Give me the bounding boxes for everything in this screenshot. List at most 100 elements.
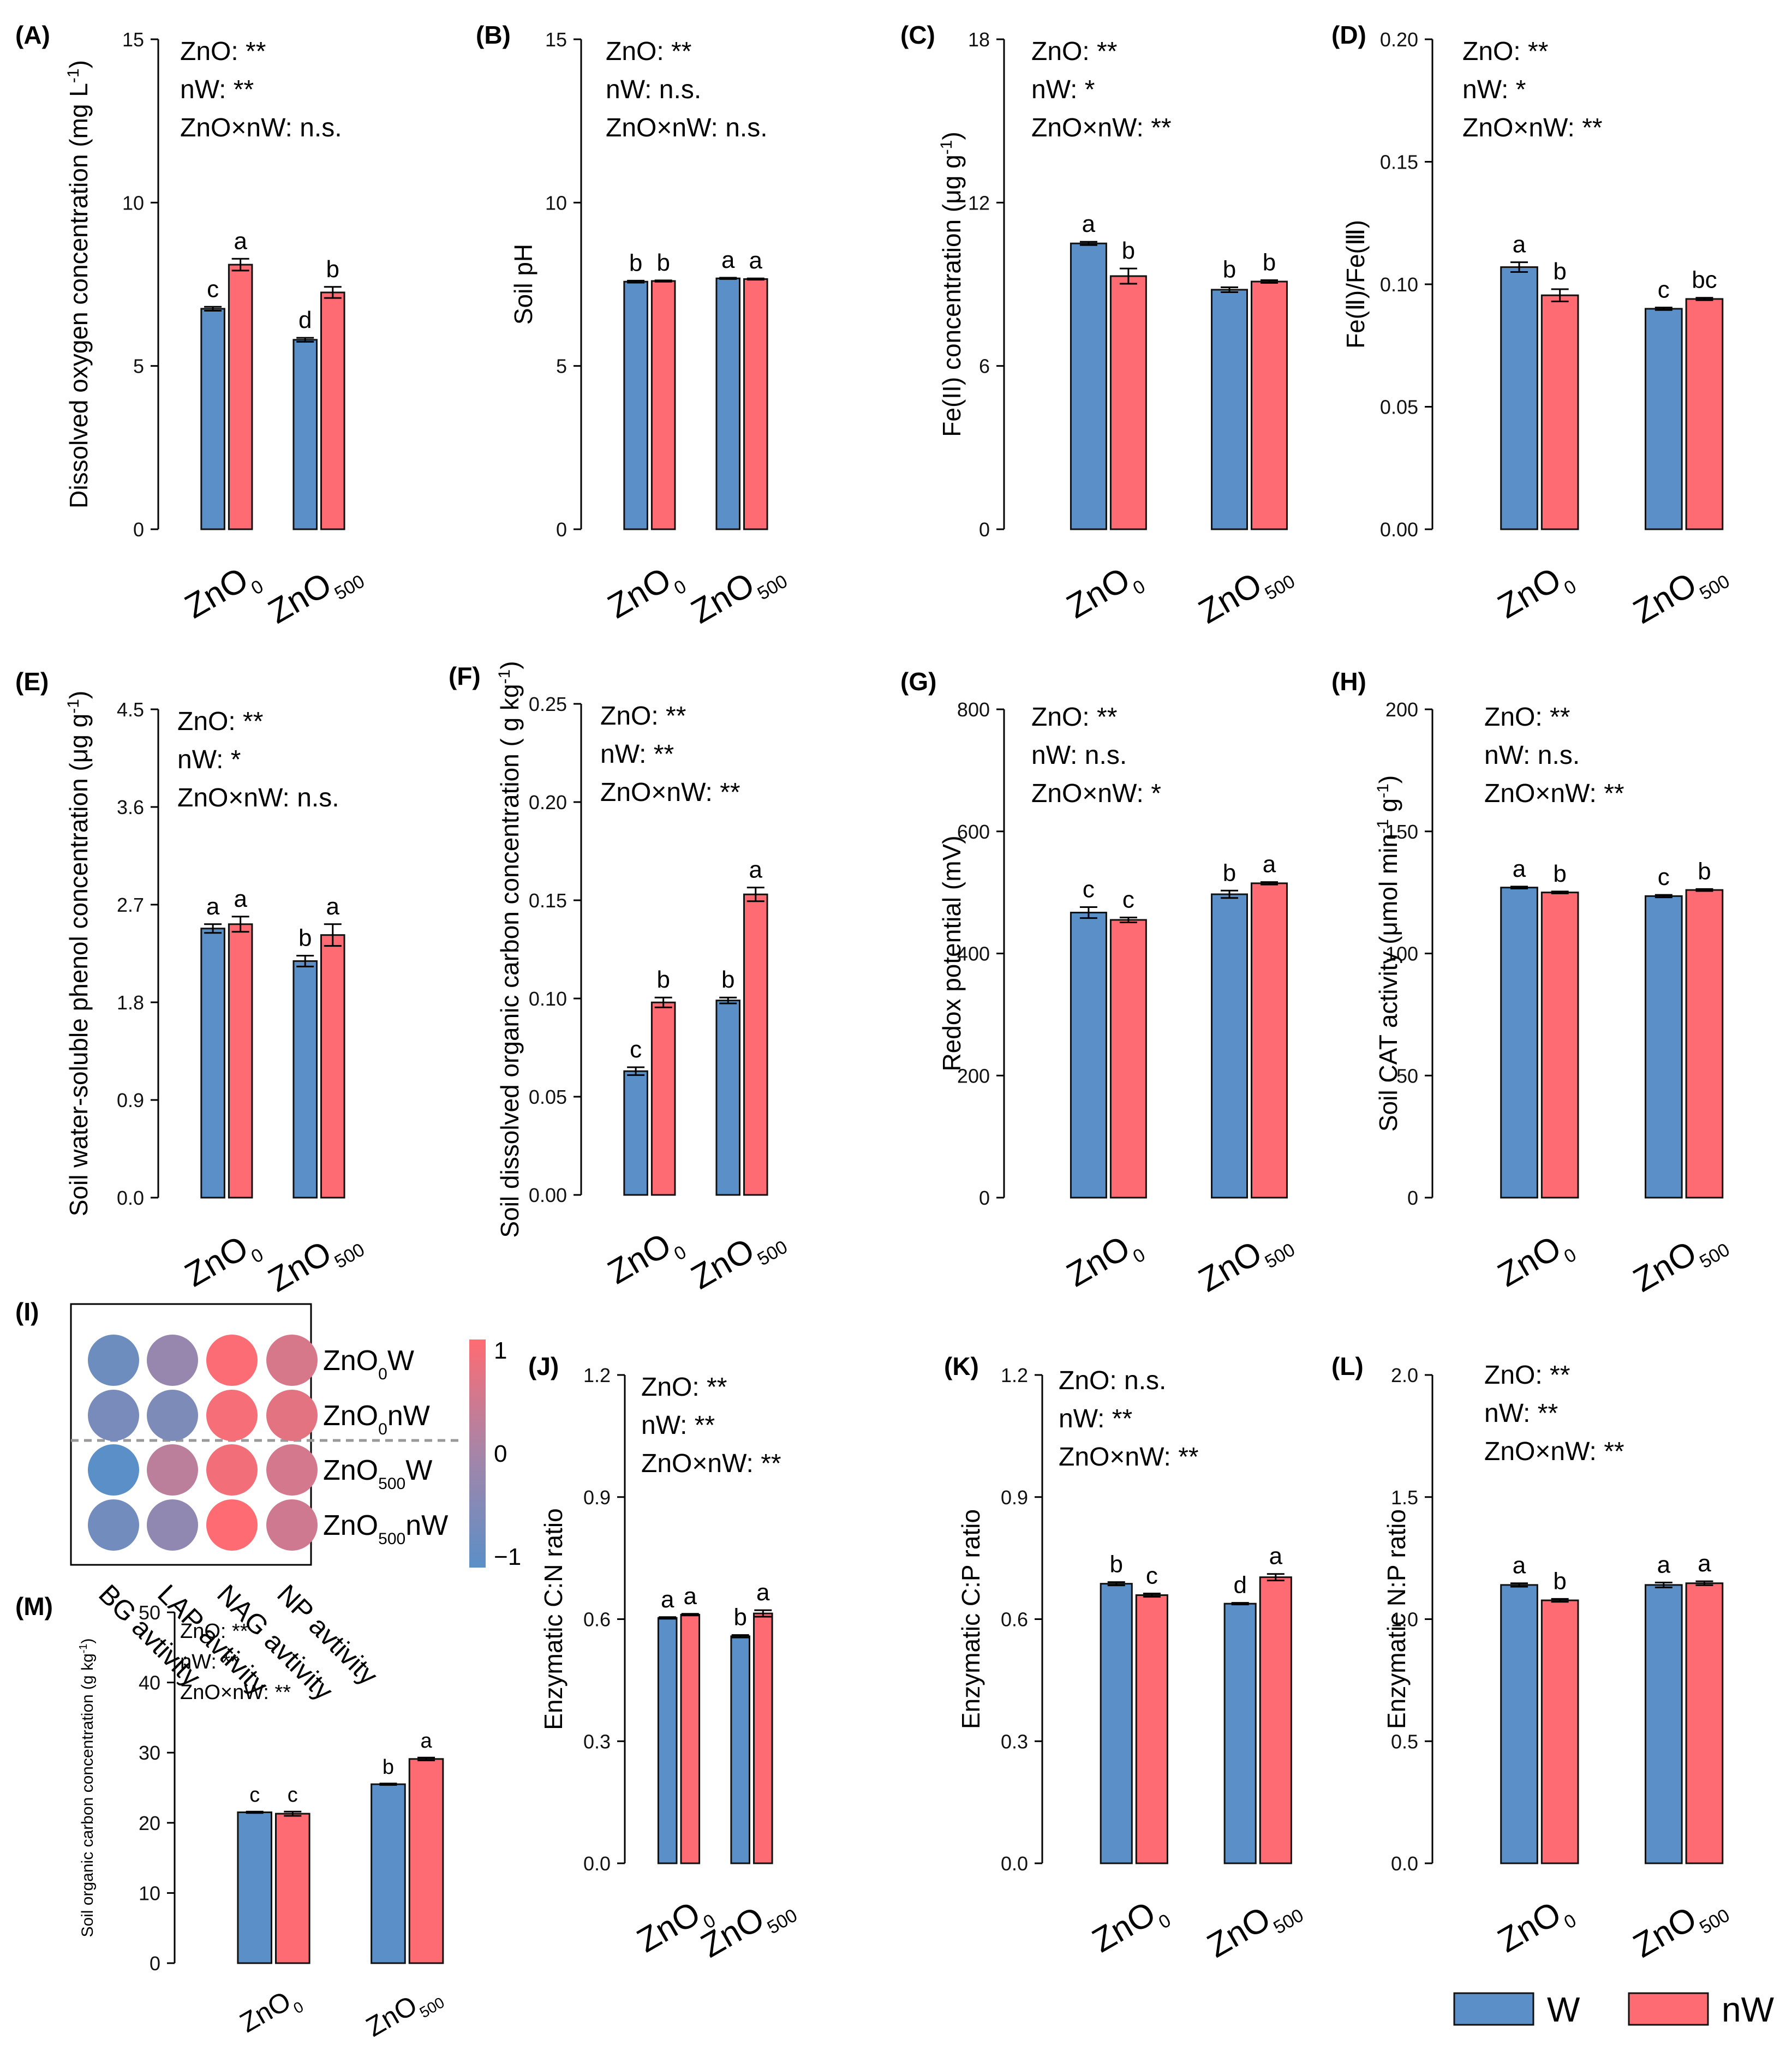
heatmap-row-label: ZnO0W bbox=[323, 1345, 414, 1383]
panel-G: (G) 0 200 400 600 800 Redox potential (mV) ZnO:… bbox=[900, 667, 1299, 1306]
y-tick-label-A: 0 bbox=[133, 518, 144, 541]
category-label-L: ZnO500 bbox=[1627, 1884, 1734, 1971]
stat-line-G: nW: n.s. bbox=[1031, 741, 1127, 770]
y-tick-label-H: 0 bbox=[1407, 1187, 1418, 1209]
panel-label-G: (G) bbox=[900, 667, 936, 696]
y-tick-label-E: 0.0 bbox=[117, 1187, 144, 1209]
stat-line-K: ZnO×nW: ** bbox=[1059, 1443, 1199, 1472]
y-axis-label-F: Soil dissolved organic carbon concentrat… bbox=[495, 661, 524, 1237]
heatmap-cell bbox=[147, 1390, 198, 1441]
sig-letter-F: a bbox=[749, 857, 763, 883]
bar-E-nW-0 bbox=[228, 923, 253, 1199]
bar-A-W-1 bbox=[292, 339, 318, 530]
panel-label-C: (C) bbox=[900, 21, 935, 49]
bar-D-W-0 bbox=[1500, 266, 1538, 530]
y-tick-label-D: 0.20 bbox=[1380, 28, 1418, 51]
stat-line-E: nW: * bbox=[177, 745, 241, 774]
y-tick-label-M: 20 bbox=[139, 1812, 160, 1834]
legend-label-nw: nW bbox=[1722, 1990, 1775, 2029]
bar-L-nW-0 bbox=[1540, 1599, 1579, 1864]
sig-letter-C: b bbox=[1223, 256, 1236, 283]
y-tick-label-G: 600 bbox=[957, 821, 990, 843]
sig-letter-A: a bbox=[234, 228, 247, 254]
heatmap-cell bbox=[147, 1335, 198, 1386]
y-tick-label-F: 0.20 bbox=[529, 791, 567, 814]
stat-line-K: ZnO: n.s. bbox=[1059, 1366, 1166, 1395]
category-label-M: ZnO500 bbox=[361, 1977, 447, 2048]
sig-letter-L: a bbox=[1698, 1550, 1711, 1577]
stat-line-C: ZnO: ** bbox=[1031, 37, 1117, 66]
sig-letter-M: a bbox=[420, 1730, 432, 1753]
y-tick-label-F: 0.00 bbox=[529, 1184, 567, 1206]
stat-line-M: ZnO×nW: ** bbox=[180, 1681, 291, 1704]
stat-line-L: ZnO×nW: ** bbox=[1484, 1437, 1624, 1466]
heatmap-cell bbox=[206, 1335, 258, 1386]
y-axis-label-J: Enzymatic C:N ratio bbox=[539, 1508, 568, 1730]
panel-B: (B) 0 5 10 15 Soil pH ZnO: ** nW: n.s. ZnO×nW: n… bbox=[476, 21, 791, 637]
y-axis-label-L: Enzymatic N:P ratio bbox=[1382, 1509, 1411, 1729]
stat-line-E: ZnO×nW: n.s. bbox=[177, 784, 339, 812]
y-tick-label-G: 200 bbox=[957, 1065, 990, 1087]
y-tick-label-J: 1.2 bbox=[583, 1364, 611, 1386]
panel-label-F: (F) bbox=[449, 662, 481, 690]
sig-letter-E: b bbox=[298, 924, 312, 951]
stat-line-L: ZnO: ** bbox=[1484, 1361, 1570, 1390]
y-tick-label-E: 2.7 bbox=[117, 894, 144, 916]
panel-label-J: (J) bbox=[528, 1352, 559, 1380]
y-tick-label-K: 0.9 bbox=[1001, 1486, 1028, 1509]
sig-letter-C: b bbox=[1122, 237, 1135, 264]
bar-C-nW-0 bbox=[1109, 275, 1147, 530]
y-tick-label-M: 30 bbox=[139, 1742, 160, 1764]
bar-K-W-1 bbox=[1223, 1602, 1257, 1864]
category-label-B: ZnO500 bbox=[685, 550, 791, 637]
y-tick-label-C: 18 bbox=[968, 28, 990, 51]
y-axis-label-B: Soil pH bbox=[509, 244, 537, 325]
y-tick-label-K: 0.0 bbox=[1001, 1852, 1028, 1875]
bar-B-nW-1 bbox=[743, 278, 768, 530]
bar-A-nW-1 bbox=[320, 291, 345, 530]
bar-B-nW-0 bbox=[650, 280, 676, 530]
sig-letter-K: a bbox=[1269, 1543, 1283, 1570]
stat-line-B: ZnO: ** bbox=[606, 37, 691, 66]
bar-H-nW-1 bbox=[1685, 889, 1724, 1199]
sig-letter-L: a bbox=[1657, 1551, 1671, 1578]
sig-letter-B: b bbox=[656, 249, 670, 276]
y-tick-label-L: 0.0 bbox=[1391, 1852, 1418, 1875]
stat-line-F: ZnO×nW: ** bbox=[600, 778, 740, 807]
sig-letter-H: b bbox=[1698, 858, 1711, 884]
sig-letter-K: b bbox=[1109, 1551, 1122, 1578]
stat-line-M: nW: ** bbox=[180, 1651, 238, 1673]
bar-A-nW-0 bbox=[228, 264, 253, 530]
bar-B-W-1 bbox=[715, 277, 740, 530]
y-tick-label-J: 0.9 bbox=[583, 1486, 611, 1509]
stat-line-F: ZnO: ** bbox=[600, 702, 686, 731]
sig-letter-J: a bbox=[661, 1586, 674, 1613]
heatmap-cell bbox=[206, 1499, 258, 1551]
stat-line-B: ZnO×nW: n.s. bbox=[606, 113, 768, 142]
category-label-G: ZnO500 bbox=[1192, 1218, 1299, 1306]
y-tick-label-F: 0.15 bbox=[529, 889, 567, 912]
panel-C: (C) 0 6 12 18 Fe(II) concentration (μg g-1) Zn… bbox=[900, 21, 1299, 631]
y-tick-label-F: 0.10 bbox=[529, 988, 567, 1010]
colorbar-tick-label: −1 bbox=[494, 1544, 521, 1570]
y-axis-label-D: Fe(Ⅱ)/Fe(Ⅲ) bbox=[1341, 220, 1370, 349]
category-label-D: ZnO500 bbox=[1627, 550, 1734, 637]
panel-label-E: (E) bbox=[15, 667, 49, 696]
bar-G-W-1 bbox=[1211, 893, 1249, 1199]
stat-line-D: ZnO: ** bbox=[1462, 37, 1548, 66]
category-label-D: ZnO0 bbox=[1491, 555, 1580, 632]
y-tick-label-J: 0.0 bbox=[583, 1852, 611, 1875]
bar-L-W-1 bbox=[1644, 1584, 1683, 1864]
sig-letter-B: a bbox=[749, 247, 763, 274]
category-label-F: ZnO0 bbox=[601, 1221, 690, 1297]
sig-letter-J: a bbox=[756, 1579, 770, 1606]
category-label-E: ZnO0 bbox=[178, 1223, 267, 1300]
panel-K: (K) 0.0 0.3 0.6 0.9 1.2 Enzymatic C:P ratio ZnO… bbox=[944, 1352, 1307, 1965]
legend-swatch-nw bbox=[1628, 1992, 1709, 2026]
sig-letter-M: c bbox=[288, 1784, 298, 1807]
heatmap-cell bbox=[88, 1335, 139, 1386]
stat-line-M: ZnO: ** bbox=[180, 1620, 248, 1643]
panel-J: (J) 0.0 0.3 0.6 0.9 1.2 Enzymatic C:N ratio ZnO… bbox=[528, 1352, 801, 1965]
y-tick-label-L: 1.5 bbox=[1391, 1486, 1418, 1509]
